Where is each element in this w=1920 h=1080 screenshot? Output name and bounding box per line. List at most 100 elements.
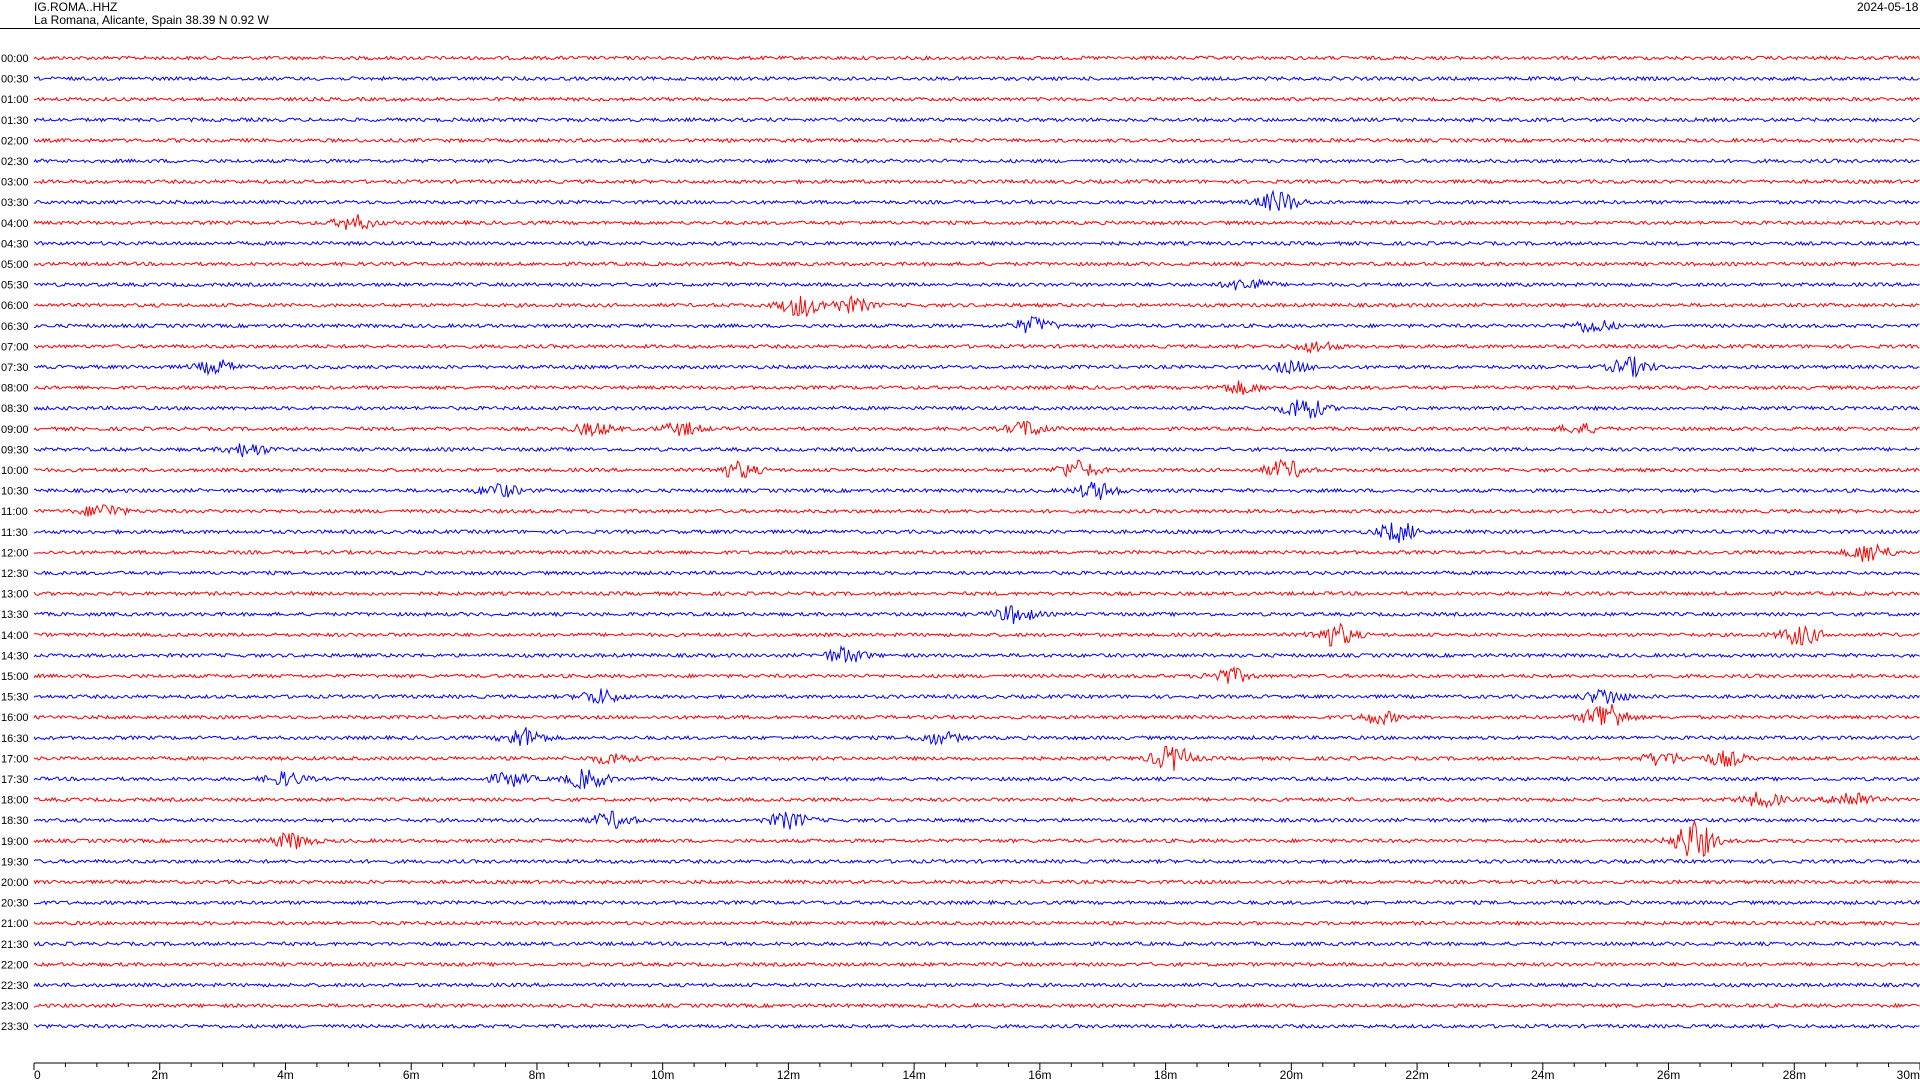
row-label: 22:30 xyxy=(1,980,29,992)
trace-0900 xyxy=(33,420,1920,438)
trace-2000 xyxy=(33,878,1920,885)
row-label: 11:30 xyxy=(1,527,28,539)
trace-0030 xyxy=(33,75,1920,82)
row-label: 18:00 xyxy=(1,795,29,807)
trace-2230 xyxy=(33,982,1920,988)
trace-0830 xyxy=(33,399,1920,419)
trace-0600 xyxy=(33,295,1920,317)
trace-2130 xyxy=(33,940,1920,947)
trace-1230 xyxy=(33,570,1920,576)
x-tick-label: 28m xyxy=(1783,1068,1806,1080)
row-label: 17:00 xyxy=(1,753,29,765)
x-tick-label: 8m xyxy=(529,1068,546,1080)
row-label: 02:30 xyxy=(1,156,29,168)
row-label: 00:00 xyxy=(1,53,29,65)
row-label: 06:00 xyxy=(1,300,29,312)
trace-1200 xyxy=(33,542,1920,563)
trace-0330 xyxy=(33,189,1920,211)
x-tick-label: 0 xyxy=(34,1068,41,1080)
trace-0730 xyxy=(33,356,1920,379)
row-label: 13:00 xyxy=(1,589,29,601)
row-label: 12:30 xyxy=(1,568,29,580)
trace-0430 xyxy=(33,240,1920,247)
row-label: 03:30 xyxy=(1,197,29,209)
row-label: 19:30 xyxy=(1,856,29,868)
trace-1630 xyxy=(33,727,1920,746)
x-tick-label: 20m xyxy=(1280,1068,1303,1080)
x-tick-label: 12m xyxy=(777,1068,800,1080)
x-tick-label: 6m xyxy=(403,1068,420,1080)
row-label: 18:30 xyxy=(1,815,29,827)
row-label: 16:30 xyxy=(1,733,29,745)
trace-1030 xyxy=(33,481,1920,501)
trace-1900 xyxy=(33,819,1920,858)
trace-0700 xyxy=(33,341,1920,355)
row-label: 19:00 xyxy=(1,836,29,848)
row-label: 21:00 xyxy=(1,918,29,930)
trace-0130 xyxy=(33,116,1920,123)
x-axis: 0 2m 4m 6m 8m 10m 12m 14m 16m 18m 20m 22m 24m 26m 28m 3… xyxy=(33,1062,1920,1080)
row-label: 20:30 xyxy=(1,898,29,910)
trace-1530 xyxy=(33,688,1920,705)
trace-1100 xyxy=(33,504,1920,518)
row-label: 09:00 xyxy=(1,424,29,436)
trace-0630 xyxy=(33,315,1920,334)
row-label: 08:30 xyxy=(1,403,29,415)
trace-0800 xyxy=(33,380,1920,396)
trace-group xyxy=(33,54,1920,1030)
row-label: 09:30 xyxy=(1,444,29,456)
station-code: IG.ROMA..HHZ xyxy=(34,0,118,14)
x-tick-label: 16m xyxy=(1028,1068,1051,1080)
trace-1600 xyxy=(33,704,1920,727)
trace-0100 xyxy=(34,96,1920,103)
trace-2300 xyxy=(33,1002,1920,1009)
trace-1500 xyxy=(33,665,1920,684)
row-label: 03:00 xyxy=(1,177,29,189)
trace-0530 xyxy=(33,279,1920,291)
row-label: 14:00 xyxy=(1,630,29,642)
trace-2330 xyxy=(33,1023,1920,1030)
row-label: 23:30 xyxy=(1,1021,29,1033)
trace-1000 xyxy=(33,458,1920,479)
x-tick-label: 22m xyxy=(1405,1068,1428,1080)
header-divider xyxy=(0,28,1920,29)
trace-1330 xyxy=(33,605,1920,625)
row-label: 10:30 xyxy=(1,486,29,498)
x-tick-label: 30m xyxy=(1897,1068,1920,1080)
x-tick-label: 18m xyxy=(1154,1068,1177,1080)
trace-1300 xyxy=(33,590,1920,597)
row-label: 13:30 xyxy=(1,609,29,621)
x-tick-label: 24m xyxy=(1531,1068,1554,1080)
row-label: 14:30 xyxy=(1,650,29,662)
row-label: 06:30 xyxy=(1,321,29,333)
row-label: 15:30 xyxy=(1,692,29,704)
row-label: 07:00 xyxy=(1,341,29,353)
trace-1700 xyxy=(33,745,1920,771)
x-tick-label: 4m xyxy=(277,1068,294,1080)
row-label: 11:00 xyxy=(1,506,28,518)
trace-1800 xyxy=(33,791,1920,809)
trace-1930 xyxy=(33,858,1920,865)
x-tick-label: 10m xyxy=(651,1068,674,1080)
row-label: 07:30 xyxy=(1,362,29,374)
row-label: 22:00 xyxy=(1,959,29,971)
row-label: 01:00 xyxy=(1,94,29,106)
trace-0200 xyxy=(33,137,1920,144)
trace-1430 xyxy=(33,644,1920,664)
row-label: 16:00 xyxy=(1,712,29,724)
recording-date: 2024-05-18 xyxy=(1857,0,1919,14)
row-label: 20:00 xyxy=(1,877,29,889)
trace-1130 xyxy=(33,522,1920,544)
x-tick-label: 14m xyxy=(902,1068,925,1080)
x-tick-label: 26m xyxy=(1657,1068,1680,1080)
row-label: 08:00 xyxy=(1,383,29,395)
trace-1830 xyxy=(33,810,1920,830)
row-label: 00:30 xyxy=(1,74,29,86)
trace-0930 xyxy=(33,443,1920,458)
trace-2030 xyxy=(33,899,1920,906)
station-location: La Romana, Alicante, Spain 38.39 N 0.92 … xyxy=(34,13,269,27)
trace-1730 xyxy=(33,768,1920,790)
row-label: 05:00 xyxy=(1,259,29,271)
row-label-group: 00:00 00:30 01:00 01:30 02:00 02:30 03:00 03:30… xyxy=(1,53,29,1033)
trace-2200 xyxy=(33,961,1920,968)
